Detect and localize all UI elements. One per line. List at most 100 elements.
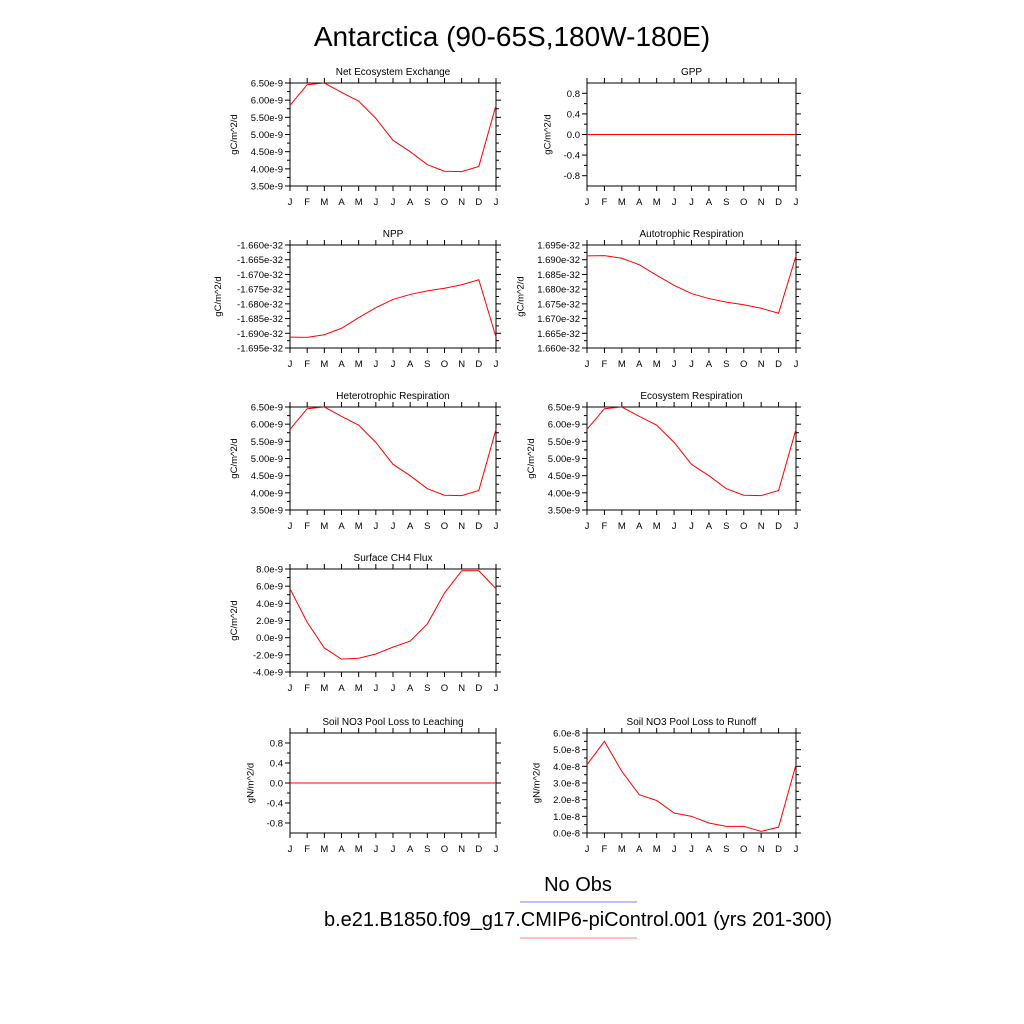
panel-title: Ecosystem Respiration [640,391,742,402]
y-axis-label: gC/m^2/d [515,276,526,316]
y-tick-label: 1.680e-32 [537,285,580,296]
x-tick-label: J [794,521,799,532]
x-tick-label: D [475,359,482,370]
x-tick-label: M [618,844,626,855]
y-axis-label: gN/m^2/d [532,763,543,803]
x-tick-label: A [407,521,414,532]
x-tick-label: A [706,521,713,532]
x-tick-label: A [636,197,643,208]
y-tick-label: 4.50e-9 [251,471,283,482]
y-tick-label: 4.00e-9 [548,488,580,499]
y-tick-label: 1.675e-32 [537,299,580,310]
x-tick-label: D [775,197,782,208]
x-tick-label: N [458,683,465,694]
x-tick-label: J [288,683,293,694]
y-tick-label: 0.4 [270,759,283,770]
x-tick-label: S [723,197,729,208]
x-tick-label: F [602,359,608,370]
y-tick-label: 5.00e-9 [251,130,283,141]
y-tick-label: 1.670e-32 [537,314,580,325]
y-tick-label: 6.0e-9 [256,582,283,593]
x-tick-label: J [794,844,799,855]
x-tick-label: J [373,359,378,370]
x-tick-label: A [636,521,643,532]
x-tick-label: J [689,844,694,855]
x-tick-label: S [723,359,729,370]
x-tick-label: D [475,197,482,208]
x-tick-label: J [794,197,799,208]
x-tick-label: J [672,844,677,855]
y-axis-label: gC/m^2/d [213,276,224,316]
x-tick-label: F [602,197,608,208]
x-tick-label: D [475,683,482,694]
x-tick-label: S [424,197,430,208]
x-tick-label: N [758,521,765,532]
x-tick-label: A [407,683,414,694]
x-tick-label: A [407,844,414,855]
x-tick-label: N [458,844,465,855]
y-tick-label: -1.680e-32 [237,299,283,310]
x-tick-label: M [355,683,363,694]
x-tick-label: M [320,359,328,370]
x-tick-label: S [424,521,430,532]
x-tick-label: N [458,197,465,208]
y-tick-label: 1.0e-8 [553,812,580,823]
x-tick-label: O [740,359,747,370]
x-tick-label: M [618,521,626,532]
panel-title: Autotrophic Respiration [640,229,744,240]
x-tick-label: S [723,521,729,532]
x-tick-label: F [304,844,310,855]
plot-frame [586,244,797,349]
legend-model-label: b.e21.B1850.f09_g17.CMIP6-piControl.001 … [324,909,832,931]
x-tick-label: A [706,359,713,370]
x-tick-label: J [288,844,293,855]
y-tick-label: -0.4 [564,151,580,162]
y-tick-label: 0.0 [567,130,580,141]
x-tick-label: F [304,521,310,532]
x-tick-label: A [636,844,643,855]
x-tick-label: J [373,683,378,694]
data-line [586,255,797,314]
panel-title: Soil NO3 Pool Loss to Leaching [322,717,463,728]
y-tick-label: 1.690e-32 [537,255,580,266]
x-tick-label: J [689,521,694,532]
x-tick-label: J [494,359,499,370]
y-tick-label: 1.695e-32 [537,241,580,252]
y-tick-label: 1.685e-32 [537,270,580,281]
x-tick-label: A [338,683,345,694]
x-tick-label: J [672,359,677,370]
x-tick-label: S [723,844,729,855]
x-tick-label: J [288,521,293,532]
x-tick-label: J [794,359,799,370]
y-tick-label: 4.50e-9 [251,147,283,158]
x-tick-label: F [602,521,608,532]
x-tick-label: D [775,844,782,855]
x-tick-label: A [338,844,345,855]
y-tick-label: 3.50e-9 [251,506,283,517]
x-tick-label: J [288,359,293,370]
x-tick-label: O [740,197,747,208]
panel-title: Heterotrophic Respiration [336,391,449,402]
x-tick-label: D [775,359,782,370]
plot-frame [289,568,497,673]
y-tick-label: 3.50e-9 [251,182,283,193]
x-tick-label: O [441,844,448,855]
x-tick-label: A [407,359,414,370]
panel-title: Net Ecosystem Exchange [336,67,451,78]
x-tick-label: M [618,197,626,208]
x-tick-label: F [304,683,310,694]
x-tick-label: O [740,521,747,532]
y-tick-label: 6.00e-9 [251,96,283,107]
x-tick-label: J [391,197,396,208]
y-tick-label: 0.0 [270,779,283,790]
y-tick-label: 6.50e-9 [251,403,283,414]
x-tick-label: J [585,197,590,208]
x-tick-label: M [653,521,661,532]
